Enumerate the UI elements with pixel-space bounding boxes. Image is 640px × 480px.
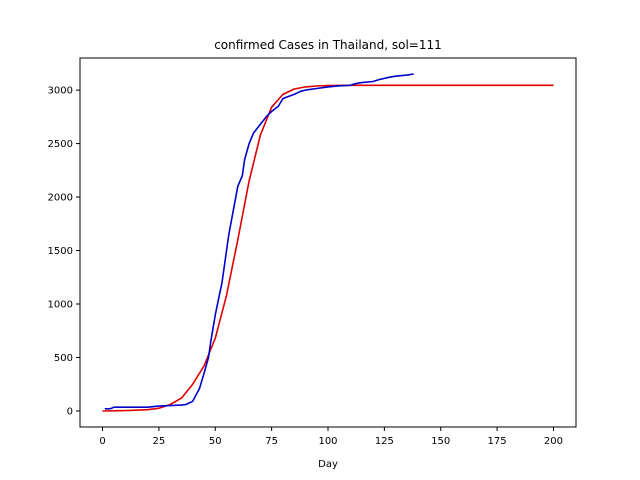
x-tick-label: 150 (431, 436, 450, 447)
y-tick-label: 500 (54, 353, 73, 364)
y-tick-label: 2500 (48, 139, 73, 150)
chart-title: confirmed Cases in Thailand, sol=111 (214, 38, 442, 52)
x-tick-label: 200 (544, 436, 563, 447)
x-tick-label: 0 (99, 436, 105, 447)
y-tick-label: 1000 (48, 300, 73, 311)
model-fit-line (102, 84, 554, 412)
plot-frame (79, 57, 577, 428)
confirmed-cases-line (104, 73, 414, 410)
y-tick-label: 1500 (48, 246, 73, 257)
y-tick-label: 2000 (48, 193, 73, 204)
x-tick-label: 75 (265, 436, 278, 447)
x-tick-label: 25 (153, 436, 166, 447)
y-tick-label: 3000 (48, 86, 73, 97)
ticks-layer: 0 25 50 75 100 125 150 175 200050010001500200025… (48, 86, 563, 447)
x-tick-label: 100 (318, 436, 337, 447)
x-axis-label: Day (318, 459, 338, 470)
x-tick-label: 175 (488, 436, 507, 447)
x-tick-label: 50 (209, 436, 222, 447)
x-tick-label: 125 (375, 436, 394, 447)
series-layer (102, 73, 554, 412)
y-tick-label: 0 (67, 406, 73, 417)
